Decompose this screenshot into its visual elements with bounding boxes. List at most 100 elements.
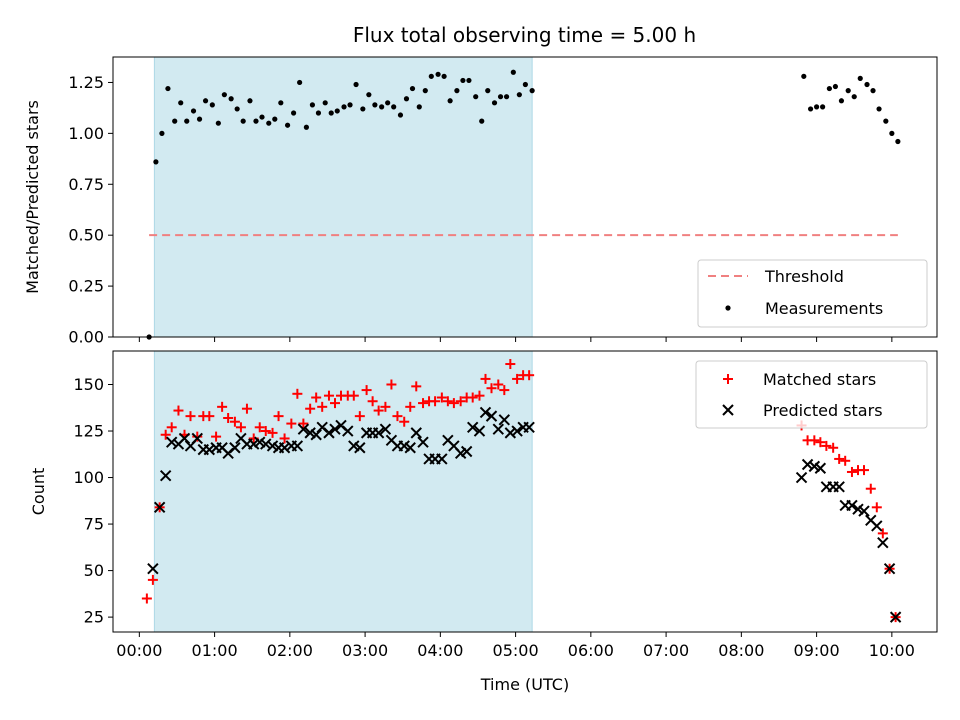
- top-panel: 0.00 0.25 0.50 0.75 1.00 1.25 Matched/Predict…: [23, 56, 938, 347]
- measurement-point: [491, 100, 498, 106]
- matched-star-point: [354, 411, 365, 422]
- matched-star-point: [859, 465, 870, 476]
- matched-star-point: [405, 401, 416, 412]
- measurement-point: [447, 98, 453, 104]
- measurement-point: [813, 104, 820, 110]
- predicted-star-point: [297, 423, 310, 435]
- measurement-point: [328, 110, 334, 116]
- predicted-star-point: [323, 427, 335, 439]
- top-ytick-label: 0.50: [68, 226, 104, 245]
- matched-star-point: [223, 412, 234, 423]
- matched-star-point: [329, 398, 340, 409]
- measurement-point: [397, 112, 404, 118]
- matched-star-point: [173, 405, 184, 416]
- matched-star-point: [474, 390, 485, 401]
- measurement-point: [309, 102, 316, 108]
- matched-star-point: [493, 379, 504, 390]
- matched-star-point: [392, 411, 403, 422]
- matched-star-point: [834, 453, 845, 464]
- measurement-point: [403, 96, 410, 102]
- predicted-star-point: [858, 505, 870, 517]
- legend-threshold-label: Threshold: [764, 267, 844, 286]
- top-ytick-label: 1.25: [68, 73, 104, 92]
- matched-star-point: [166, 422, 177, 433]
- predicted-star-point: [310, 429, 322, 441]
- measurement-point: [266, 120, 272, 126]
- matched-star-point: [828, 442, 839, 453]
- matched-star-point: [273, 411, 284, 422]
- matched-star-point: [399, 416, 410, 427]
- measurement-point: [247, 98, 253, 104]
- measurement-point: [435, 71, 441, 77]
- matched-star-point: [160, 429, 171, 440]
- xtick-label: 06:00: [568, 641, 614, 660]
- measurement-point: [857, 75, 863, 81]
- matched-star-point: [185, 411, 196, 422]
- measurement-point: [479, 118, 485, 124]
- measurement-point: [497, 94, 504, 100]
- xtick-label: 10:00: [869, 641, 915, 660]
- matched-star-point: [292, 388, 303, 399]
- matched-star-point: [217, 401, 228, 412]
- measurement-point: [347, 102, 353, 108]
- measurement-point: [864, 81, 870, 88]
- matched-star-point: [411, 381, 422, 392]
- bottom-observing-window-shade: [153, 350, 533, 633]
- matched-star-point: [840, 455, 851, 466]
- matched-star-point: [235, 422, 246, 433]
- top-ytick-label: 0.75: [68, 175, 104, 194]
- measurement-point: [284, 122, 291, 128]
- bottom-ytick-label: 125: [73, 422, 104, 441]
- xtick-label: 02:00: [267, 641, 313, 660]
- legend-predicted-swatch: [722, 404, 734, 416]
- predicted-star-point: [372, 427, 385, 439]
- predicted-star-point: [877, 536, 889, 549]
- predicted-star-point: [153, 501, 166, 514]
- measurement-point: [172, 118, 178, 124]
- xtick-label: 04:00: [417, 641, 463, 660]
- measurement-point: [820, 104, 826, 110]
- measurement-point: [278, 100, 284, 106]
- matched-star-point: [267, 427, 278, 438]
- matched-star-point: [211, 431, 222, 442]
- measurement-point: [485, 88, 491, 94]
- predicted-star-point: [278, 442, 291, 454]
- matched-star-point: [317, 401, 328, 412]
- predicted-star-point: [814, 462, 827, 474]
- top-y-ticks: 0.00 0.25 0.50 0.75 1.00 1.25: [68, 73, 113, 347]
- matched-star-point: [380, 401, 391, 412]
- legend-predicted-label: Predicted stars: [763, 401, 883, 420]
- predicted-star-point: [833, 481, 845, 493]
- measurement-point: [228, 96, 234, 102]
- predicted-star-point: [410, 427, 422, 439]
- matched-star-point: [499, 385, 510, 396]
- xtick-label: 09:00: [794, 641, 840, 660]
- measurement-point: [391, 104, 397, 110]
- measurement-point: [516, 92, 522, 98]
- predicted-star-point: [229, 442, 241, 454]
- bottom-y-axis-label: Count: [29, 468, 48, 516]
- matched-star-point: [865, 483, 876, 494]
- measurement-point: [529, 88, 535, 94]
- matched-star-point: [141, 593, 152, 604]
- matched-star-point: [418, 398, 429, 409]
- bottom-ytick-label: 50: [84, 561, 104, 580]
- measurement-point: [253, 118, 259, 124]
- predicted-star-point: [504, 427, 517, 439]
- predicted-star-point: [460, 445, 473, 458]
- predicted-star-point: [523, 421, 535, 434]
- predicted-star-point: [291, 440, 304, 452]
- matched-star-point: [467, 392, 478, 403]
- matched-star-point: [442, 396, 453, 407]
- measurement-point: [196, 116, 203, 122]
- measurement-point: [315, 110, 322, 116]
- xtick-label: 07:00: [643, 641, 689, 660]
- top-observing-window-shade: [153, 56, 533, 338]
- top-y-axis-label: Matched/Predicted stars: [23, 100, 42, 294]
- bottom-ytick-label: 100: [73, 468, 104, 487]
- matched-star-point: [486, 383, 497, 394]
- matched-star-point: [311, 392, 322, 403]
- matched-star-point: [286, 418, 297, 429]
- top-ytick-label: 0.25: [68, 277, 104, 296]
- predicted-star-point: [159, 469, 172, 482]
